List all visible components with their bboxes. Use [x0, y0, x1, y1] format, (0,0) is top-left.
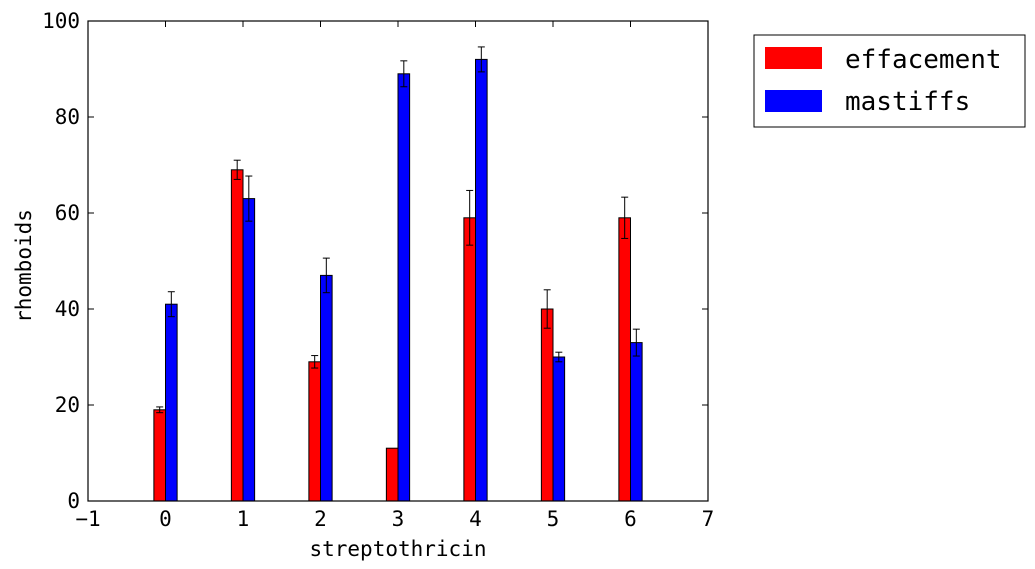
bar-effacement-6	[618, 217, 631, 502]
bar-effacement-2	[308, 361, 321, 502]
bar-mastiffs-5	[552, 356, 566, 502]
legend-label-effacement: effacement	[845, 45, 1002, 75]
errorbar-effacement-4	[466, 189, 474, 246]
bars-layer	[153, 58, 643, 502]
errorbar-effacement-2	[311, 355, 319, 369]
errorbar-mastiffs-0	[167, 291, 175, 318]
x-tick-label: 0	[159, 507, 172, 531]
y-tick-label: 40	[55, 297, 80, 321]
x-tick-label: 3	[392, 507, 405, 531]
bar-effacement-5	[540, 308, 554, 502]
errorbar-effacement-0	[156, 406, 164, 414]
x-tick-label: 7	[702, 507, 715, 531]
y-tick-label: 0	[67, 489, 80, 513]
bar-mastiffs-6	[630, 342, 643, 502]
errorbar-mastiffs-4	[477, 46, 485, 73]
errorbar-effacement-6	[621, 196, 629, 239]
bar-mastiffs-2	[320, 274, 333, 502]
errorbar-mastiffs-2	[322, 257, 330, 294]
bar-effacement-3	[385, 447, 399, 502]
x-tick-label: 6	[624, 507, 637, 531]
bar-mastiffs-0	[165, 303, 178, 502]
x-axis-title: streptothricin	[309, 537, 486, 561]
x-tick-label: 5	[547, 507, 560, 531]
legend-label-mastiffs: mastiffs	[845, 87, 970, 117]
bar-mastiffs-3	[397, 73, 411, 502]
errorbar-effacement-5	[543, 289, 551, 329]
errorbars-layer	[156, 46, 640, 414]
y-tick-label: 80	[55, 105, 80, 129]
x-tick-label: −1	[75, 507, 100, 531]
errorbar-mastiffs-1	[245, 175, 253, 222]
errorbar-mastiffs-6	[632, 328, 640, 357]
bar-effacement-0	[153, 409, 166, 502]
x-tick-label: 4	[469, 507, 482, 531]
y-tick-label: 60	[55, 201, 80, 225]
y-tick-label: 20	[55, 393, 80, 417]
legend-swatch-mastiffs	[765, 90, 822, 112]
legend: effacement mastiffs	[753, 34, 1026, 128]
bar-effacement-4	[463, 217, 476, 502]
errorbar-effacement-1	[233, 159, 241, 180]
bar-mastiffs-4	[475, 58, 488, 502]
y-tick-label: 100	[42, 9, 80, 33]
bar-mastiffs-1	[242, 198, 256, 502]
x-tick-label: 1	[237, 507, 250, 531]
bar-effacement-1	[230, 169, 244, 502]
legend-swatch-effacement	[765, 47, 822, 69]
errorbar-mastiffs-3	[400, 60, 408, 88]
x-tick-label: 2	[314, 507, 327, 531]
errorbar-mastiffs-5	[555, 351, 563, 363]
y-axis-title: rhomboids	[12, 209, 36, 323]
